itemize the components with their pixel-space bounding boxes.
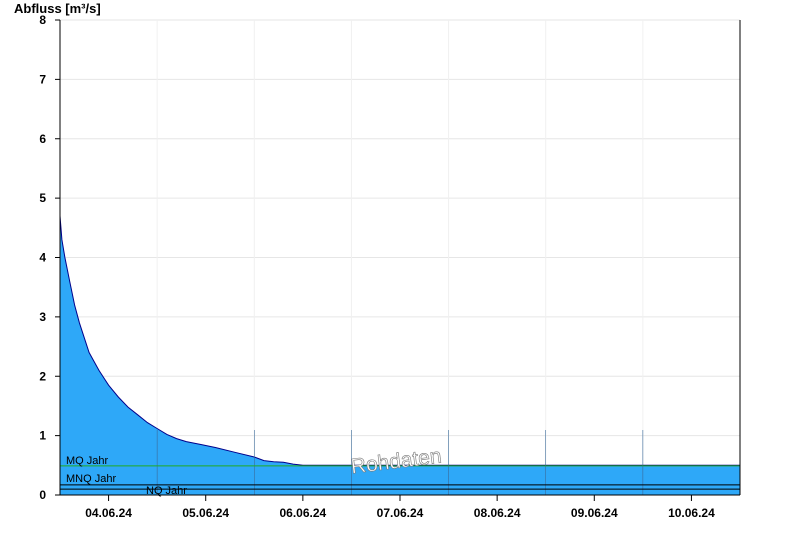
reference-line-label: MNQ Jahr: [66, 473, 116, 485]
grid-lines: [60, 19, 740, 495]
y-tick-label: 3: [39, 310, 46, 324]
y-tick-label: 6: [39, 132, 46, 146]
x-tick-label: 07.06.24: [377, 506, 424, 520]
x-tick-label: 05.06.24: [182, 506, 229, 520]
reference-lines: MQ Jahr MNQ Jahr NQ Jahr: [60, 455, 740, 497]
y-tick-label: 2: [39, 369, 46, 383]
y-tick-label: 4: [39, 251, 46, 265]
discharge-area: [60, 215, 740, 495]
x-tick-label: 09.06.24: [571, 506, 618, 520]
y-axis-title: Abfluss [m³/s]: [14, 1, 101, 16]
reference-line-label: NQ Jahr: [146, 485, 187, 497]
y-tick-label: 1: [39, 429, 46, 443]
y-tick-label: 5: [39, 191, 46, 205]
axes: 0 1 2 3 4 5 6 7 8 04.06.24 05.06.24 06.06.24 07.06.2…: [39, 13, 741, 520]
y-tick-label: 0: [39, 488, 46, 502]
plot-area: [59, 215, 740, 495]
discharge-line: [59, 215, 740, 466]
reference-line-label: MQ Jahr: [66, 455, 109, 467]
y-tick-label: 7: [39, 72, 46, 86]
x-tick-label: 04.06.24: [85, 506, 132, 520]
x-tick-label: 08.06.24: [474, 506, 521, 520]
x-tick-label: 06.06.24: [279, 506, 326, 520]
x-tick-label: 10.06.24: [668, 506, 715, 520]
y-tick-label: 8: [39, 13, 46, 27]
